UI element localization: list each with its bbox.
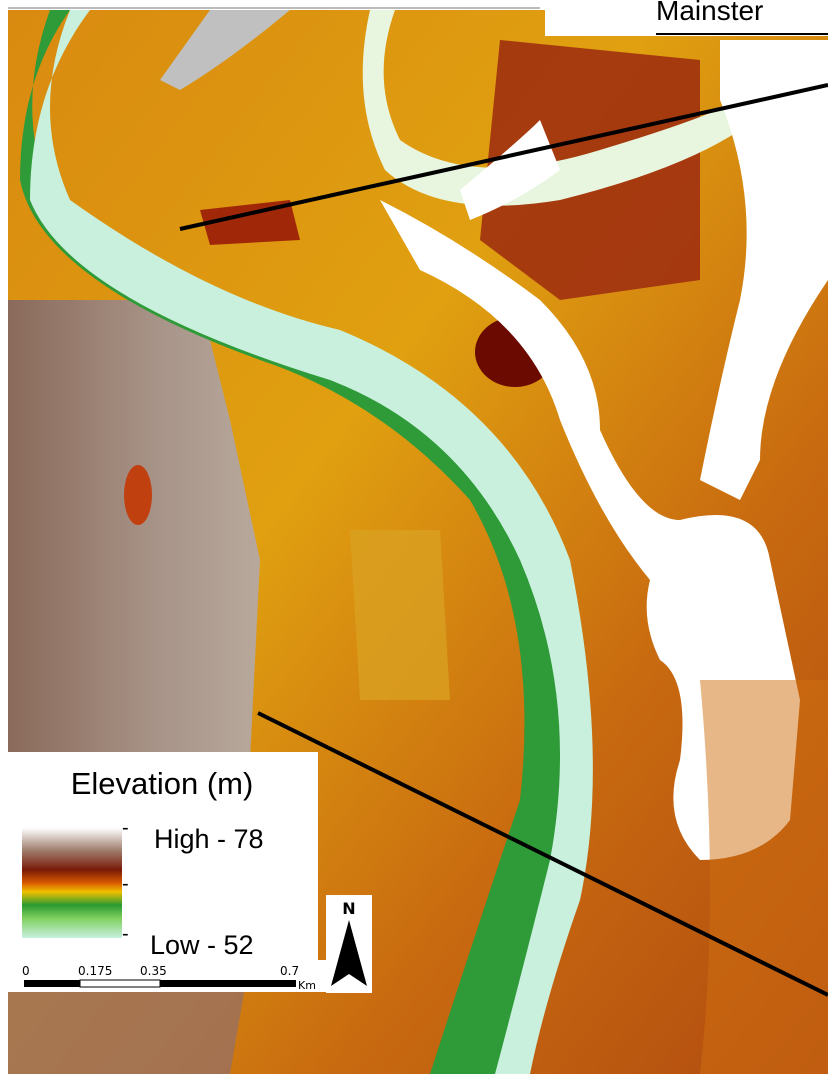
tick-dash: - [122, 923, 129, 945]
map-figure: Mainster Elevation (m) - - - High - 78 L… [0, 0, 828, 1074]
scale-unit: Km [298, 979, 316, 992]
scale-label: 0.35 [140, 964, 167, 978]
scale-label: 0 [22, 964, 30, 978]
tick-dash: - [122, 817, 129, 839]
page: Mainster Elevation (m) - - - High - 78 L… [0, 0, 828, 1074]
inset-title: Mainster [656, 0, 763, 26]
scale-bar: 0 0.175 0.35 0.7 Km [8, 960, 330, 992]
legend-low: Low - 52 [150, 930, 254, 960]
north-label: N [342, 899, 355, 918]
legend-high: High - 78 [154, 824, 264, 854]
color-ramp [22, 828, 122, 938]
scale-label: 0.175 [78, 964, 112, 978]
tick-dash: - [122, 873, 129, 895]
legend-title: Elevation (m) [71, 766, 254, 801]
legend: Elevation (m) - - - High - 78 Low - 52 [8, 752, 318, 960]
scale-label: 0.7 [280, 964, 299, 978]
north-arrow: N [326, 895, 372, 993]
